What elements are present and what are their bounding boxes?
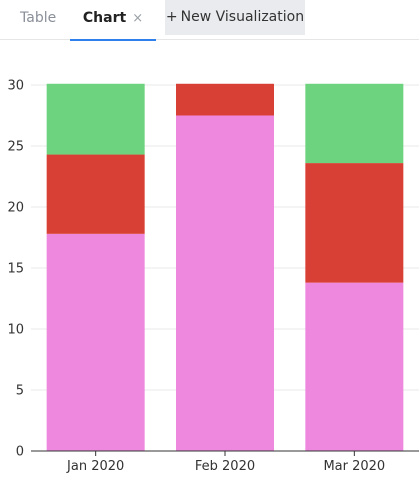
new-visualization-button[interactable]: + New Visualization	[165, 0, 305, 35]
bar-segment	[305, 282, 404, 451]
tab-bar: Table Chart × + New Visualization	[0, 0, 419, 41]
y-tick-label: 30	[7, 79, 24, 94]
plus-icon: +	[165, 9, 178, 25]
x-tick-label: Jan 2020	[66, 459, 124, 474]
close-icon[interactable]: ×	[132, 11, 144, 26]
x-tick-label: Feb 2020	[195, 459, 255, 474]
bar-segment	[46, 233, 145, 451]
tab-table[interactable]: Table	[20, 0, 56, 40]
tab-chart[interactable]: Chart ×	[70, 0, 156, 41]
y-tick-label: 20	[7, 201, 24, 216]
y-tick-label: 25	[7, 140, 24, 155]
y-tick-label: 10	[7, 323, 24, 338]
bar-segment	[46, 83, 145, 155]
tab-chart-label: Chart	[82, 10, 127, 26]
bar-segment	[176, 115, 274, 451]
chart-area: 0 5 10 15 20 25 30 Jan 2020 Feb 2020 Mar 2020	[0, 41, 419, 500]
bar-segment	[305, 163, 404, 283]
y-tick-label: 15	[7, 262, 24, 277]
y-tick-label: 5	[16, 384, 24, 399]
bar-segment	[305, 83, 404, 164]
x-tick-label: Mar 2020	[323, 459, 385, 474]
y-tick-label: 0	[16, 445, 24, 460]
tab-table-label: Table	[20, 10, 57, 26]
stacked-bar-chart: 0 5 10 15 20 25 30 Jan 2020 Feb 2020 Mar 2020	[7, 79, 419, 474]
bar-segment	[176, 83, 274, 116]
new-visualization-label: New Visualization	[180, 9, 305, 25]
active-tab-indicator	[70, 39, 156, 41]
bar-segment	[46, 154, 145, 234]
